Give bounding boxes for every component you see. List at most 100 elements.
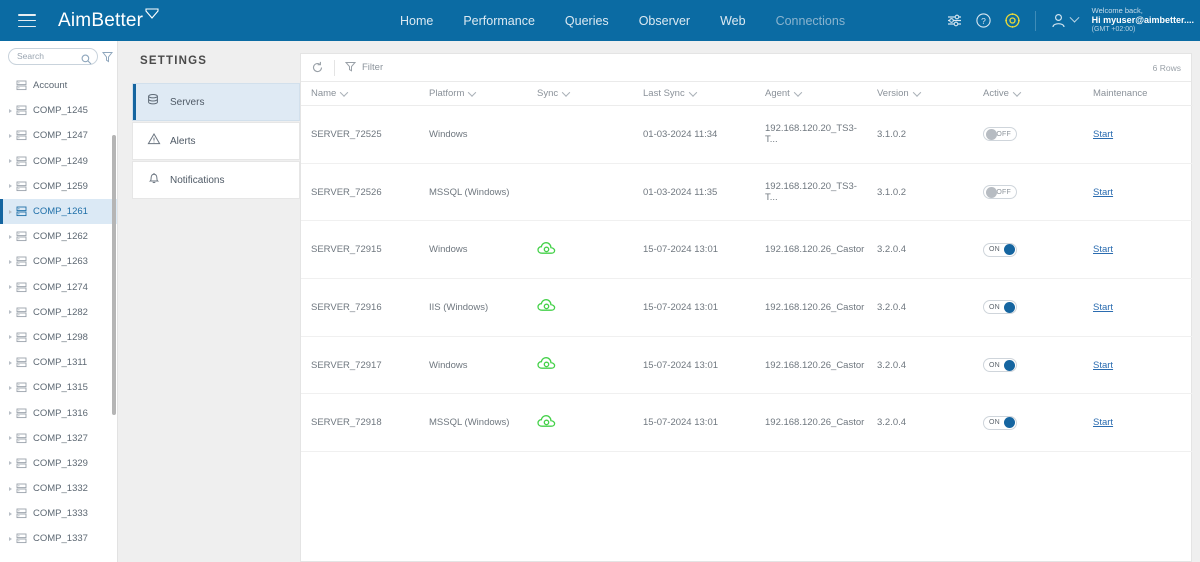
column-header-active[interactable]: Active [973,82,1083,106]
expand-arrow-icon[interactable] [6,159,14,164]
cell-name: SERVER_72916 [301,278,419,337]
chevron-down-icon[interactable] [793,87,803,97]
sidebar-item-comp_1316[interactable]: COMP_1316 [0,400,117,425]
expand-arrow-icon[interactable] [6,536,14,541]
cell-last-sync: 15-07-2024 13:01 [633,220,755,280]
column-header-agent[interactable]: Agent [755,82,867,106]
settings-item-alerts[interactable]: Alerts [132,122,300,160]
search-input-wrapper[interactable] [8,47,98,65]
maintenance-start-link[interactable]: Start [1093,186,1114,198]
expand-arrow-icon[interactable] [6,234,14,239]
active-toggle[interactable]: ON [983,415,1017,430]
expand-arrow-icon[interactable] [6,511,14,516]
hamburger-icon[interactable] [18,14,36,27]
sidebar-item-comp_1282[interactable]: COMP_1282 [0,300,117,325]
column-header-platform[interactable]: Platform [419,82,527,106]
active-toggle[interactable]: OFF [983,127,1017,142]
chevron-down-icon[interactable] [561,87,571,97]
expand-arrow-icon[interactable] [6,184,14,189]
maintenance-start-link[interactable]: Start [1093,244,1114,256]
sidebar-item-comp_1333[interactable]: COMP_1333 [0,501,117,526]
active-toggle[interactable]: ON [983,242,1017,257]
column-header-sync[interactable]: Sync [527,82,633,106]
sidebar-item-comp_1327[interactable]: COMP_1327 [0,426,117,451]
search-input[interactable] [9,51,81,61]
expand-arrow-icon[interactable] [6,436,14,441]
sliders-icon[interactable] [946,12,963,29]
settings-item-servers[interactable]: Servers [132,83,300,121]
sidebar-scrollbar[interactable] [112,135,116,415]
chevron-down-icon[interactable] [688,87,697,97]
server-icon [16,80,28,91]
sidebar-item-comp_1249[interactable]: COMP_1249 [0,149,117,174]
expand-arrow-icon[interactable] [6,209,14,214]
active-toggle[interactable]: ON [983,358,1017,373]
active-toggle[interactable]: ON [983,300,1017,315]
filter-button[interactable]: Filter [344,61,383,75]
brand-logo[interactable]: AimBetter [58,7,160,32]
sidebar-tree[interactable]: Account COMP_1245 COMP_1247 COMP_1249 COMP_1… [0,71,117,562]
expand-arrow-icon[interactable] [6,310,14,315]
sidebar-item-comp_1315[interactable]: COMP_1315 [0,375,117,400]
expand-arrow-icon[interactable] [6,108,14,113]
sidebar-item-comp_1332[interactable]: COMP_1332 [0,476,117,501]
sidebar-item-comp_1298[interactable]: COMP_1298 [0,325,117,350]
column-label: Platform [429,88,465,99]
table-row[interactable]: SERVER_72918 MSSQL (Windows) 15-07-2024 13… [301,393,1193,453]
sidebar-item-account[interactable]: Account [0,73,117,98]
nav-item-observer[interactable]: Observer [638,13,691,28]
nav-item-web[interactable]: Web [720,13,746,28]
help-circle-icon[interactable]: ? [975,12,992,29]
maintenance-start-link[interactable]: Start [1093,359,1114,371]
sidebar-item-comp_1337[interactable]: COMP_1337 [0,526,117,551]
maintenance-start-link[interactable]: Start [1093,128,1114,140]
sidebar-item-comp_1247[interactable]: COMP_1247 [0,123,117,148]
nav-item-connections[interactable]: Connections [775,13,846,28]
expand-arrow-icon[interactable] [6,461,14,466]
settings-item-notifications[interactable]: Notifications [132,161,300,199]
expand-arrow-icon[interactable] [6,360,14,365]
search-icon[interactable] [81,52,92,70]
sidebar-item-comp_1245[interactable]: COMP_1245 [0,98,117,123]
chevron-down-icon[interactable] [468,87,477,97]
table-row[interactable]: SERVER_72525 Windows 01-03-2024 11:34 192.1… [301,105,1193,164]
table-row[interactable]: SERVER_72916 IIS (Windows) 15-07-2024 13:0… [301,278,1193,337]
expand-arrow-icon[interactable] [6,411,14,416]
nav-item-queries[interactable]: Queries [564,13,609,28]
chevron-down-icon[interactable] [340,87,349,97]
chevron-down-icon[interactable] [1012,87,1022,97]
bell-icon [147,171,161,190]
column-header-last-sync[interactable]: Last Sync [633,82,755,106]
table-row[interactable]: SERVER_72915 Windows 15-07-2024 13:01 192.1… [301,220,1193,280]
nav-item-performance[interactable]: Performance [463,13,535,28]
refresh-icon[interactable] [311,61,324,74]
column-header-name[interactable]: Name [301,82,419,106]
funnel-icon[interactable] [101,50,114,63]
expand-arrow-icon[interactable] [6,133,14,138]
cell-sync [527,393,633,453]
table-row[interactable]: SERVER_72917 Windows 15-07-2024 13:01 192.1… [301,336,1193,395]
sidebar-item-comp_1263[interactable]: COMP_1263 [0,249,117,274]
sidebar-item-comp_1329[interactable]: COMP_1329 [0,451,117,476]
sidebar-item-comp_1259[interactable]: COMP_1259 [0,174,117,199]
table-row[interactable]: SERVER_72526 MSSQL (Windows) 01-03-2024 11… [301,163,1193,222]
sidebar-item-comp_1274[interactable]: COMP_1274 [0,275,117,300]
expand-arrow-icon[interactable] [6,486,14,491]
chevron-down-icon[interactable] [912,87,921,97]
maintenance-start-link[interactable]: Start [1093,301,1114,313]
cell-platform: MSSQL (Windows) [419,393,527,453]
sidebar-item-comp_1261[interactable]: COMP_1261 [0,198,117,225]
sidebar-item-comp_1311[interactable]: COMP_1311 [0,350,117,375]
expand-arrow-icon[interactable] [6,335,14,340]
column-header-version[interactable]: Version [867,82,973,106]
maintenance-start-link[interactable]: Start [1093,417,1114,429]
user-menu[interactable] [1050,12,1080,29]
expand-arrow-icon[interactable] [6,385,14,390]
expand-arrow-icon[interactable] [6,285,14,290]
gear-icon[interactable] [1004,12,1021,29]
cell-version: 3.2.0.4 [867,393,973,453]
expand-arrow-icon[interactable] [6,259,14,264]
nav-item-home[interactable]: Home [400,13,434,28]
active-toggle[interactable]: OFF [983,185,1017,200]
sidebar-item-comp_1262[interactable]: COMP_1262 [0,224,117,249]
